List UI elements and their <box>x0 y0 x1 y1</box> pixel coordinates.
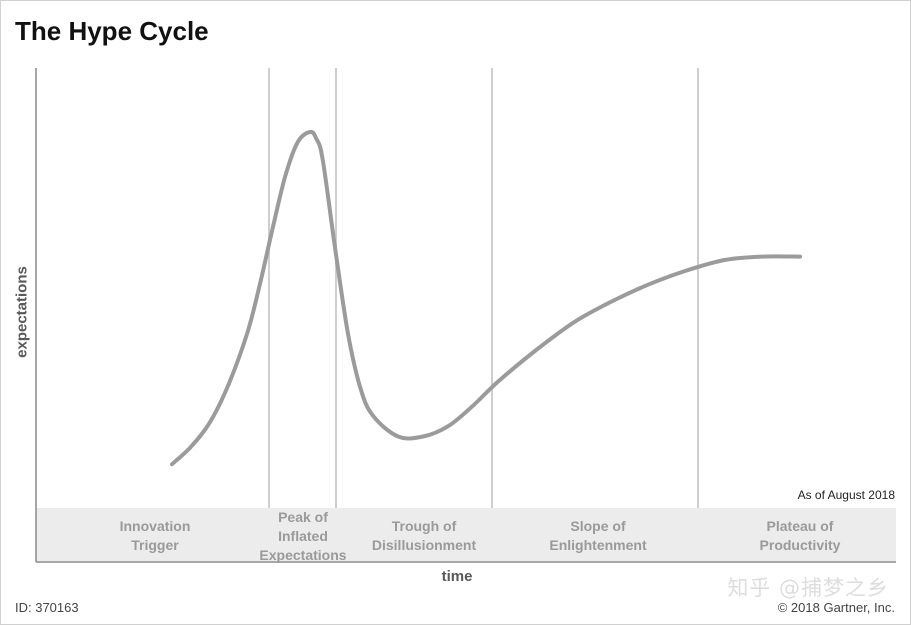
phase-label-line: Expectations <box>259 547 347 563</box>
as-of-annotation: As of August 2018 <box>797 488 895 502</box>
phase-label-line: Slope of <box>570 518 626 534</box>
phase-plateau-of-productivity: Plateau of Productivity <box>760 517 841 555</box>
hype-curve-line <box>170 129 802 467</box>
phase-trough-of-disillusionment: Trough of Disillusionment <box>372 517 476 555</box>
phase-label-line: Disillusionment <box>371 537 477 553</box>
phase-label-line: Peak of <box>278 509 328 525</box>
phase-label-line: Plateau of <box>766 518 834 534</box>
copyright: © 2018 Gartner, Inc. <box>777 600 895 615</box>
y-axis-label: expectations <box>13 266 31 358</box>
phase-label-line: Productivity <box>759 537 841 553</box>
phase-slope-of-enlightenment: Slope of Enlightenment <box>549 517 646 555</box>
phase-label-line: Inflated <box>278 528 328 544</box>
document-id: ID: 370163 <box>15 600 79 615</box>
phase-band <box>36 508 896 561</box>
phase-label-line: Innovation <box>119 518 191 534</box>
phase-label-line: Trigger <box>131 537 179 553</box>
watermark: 知乎 @捕梦之乡 <box>727 576 889 600</box>
phase-label-line: Trough of <box>391 518 457 534</box>
x-axis-label: time <box>441 568 473 585</box>
phase-innovation-trigger: Innovation Trigger <box>120 517 191 555</box>
phase-label-line: Enlightenment <box>549 537 647 553</box>
chart-title: The Hype Cycle <box>15 16 209 46</box>
phase-peak-of-inflated-expectations: Peak of Inflated Expectations <box>257 508 349 565</box>
